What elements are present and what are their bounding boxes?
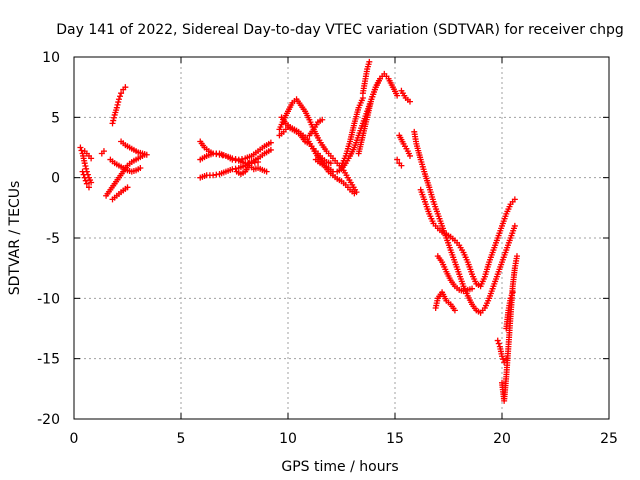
data-point bbox=[351, 190, 358, 197]
data-point-interp bbox=[82, 163, 89, 170]
plot-frame bbox=[73, 56, 610, 420]
y-tick-label: 0 bbox=[51, 171, 60, 187]
data-point bbox=[113, 104, 120, 111]
y-axis-label: SDTVAR / TECUs bbox=[7, 181, 23, 296]
data-point bbox=[124, 184, 131, 191]
y-tick-label: -10 bbox=[37, 291, 60, 307]
data-point bbox=[88, 179, 95, 186]
data-point-interp bbox=[83, 165, 90, 172]
data-point bbox=[394, 156, 401, 163]
data-point bbox=[319, 116, 326, 123]
data-point bbox=[100, 148, 107, 155]
data-point-interp bbox=[115, 99, 122, 106]
data-point bbox=[499, 353, 505, 360]
data-point bbox=[137, 165, 144, 172]
data-point bbox=[109, 120, 116, 127]
data-point bbox=[118, 90, 125, 97]
data-point bbox=[81, 174, 88, 181]
data-point bbox=[509, 289, 516, 296]
data-point bbox=[77, 144, 84, 151]
data-point-interp bbox=[110, 114, 117, 121]
chart-title: Day 141 of 2022, Sidereal Day-to-day VTE… bbox=[56, 22, 624, 38]
data-point bbox=[398, 162, 405, 169]
data-point bbox=[79, 168, 86, 175]
y-tick-label: 10 bbox=[42, 50, 60, 66]
data-point bbox=[451, 307, 458, 314]
y-tick-label: 5 bbox=[51, 110, 60, 126]
data-point bbox=[366, 58, 373, 65]
data-point-interp bbox=[114, 101, 121, 108]
data-point bbox=[267, 139, 274, 146]
y-tick-label: -15 bbox=[37, 352, 60, 368]
data-point bbox=[83, 180, 90, 187]
x-tick-label: 5 bbox=[177, 431, 186, 447]
x-tick-label: 25 bbox=[600, 431, 618, 447]
tick-labels: 0 5 10 15 20 25 -20 -15 -10 -5 0 5 10 bbox=[37, 50, 618, 447]
x-axis-label: GPS time / hours bbox=[281, 459, 398, 475]
data-point-interp bbox=[82, 177, 89, 184]
data-point-interp bbox=[508, 292, 515, 299]
data-point-interp bbox=[117, 93, 124, 100]
data-point bbox=[507, 295, 514, 302]
data-point bbox=[267, 146, 274, 153]
data-point-interp bbox=[495, 340, 502, 347]
x-tick-label: 0 bbox=[70, 431, 79, 447]
x-tick-label: 10 bbox=[279, 431, 297, 447]
data-point bbox=[511, 222, 518, 229]
data-point bbox=[511, 196, 518, 203]
data-point bbox=[406, 98, 413, 105]
data-point bbox=[394, 92, 401, 99]
data-point bbox=[122, 84, 129, 91]
data-point bbox=[263, 168, 270, 175]
data-point-interp bbox=[110, 117, 117, 124]
grid-lines bbox=[74, 57, 609, 419]
x-tick-label: 15 bbox=[386, 431, 404, 447]
data-point bbox=[377, 75, 384, 82]
y-tick-label: -20 bbox=[37, 412, 60, 428]
data-point-interp bbox=[80, 171, 87, 178]
data-point bbox=[143, 151, 150, 158]
data-point bbox=[81, 160, 88, 167]
data-point bbox=[88, 155, 95, 162]
data-point bbox=[494, 337, 501, 344]
y-tick-label: -5 bbox=[46, 231, 60, 247]
x-tick-label: 20 bbox=[493, 431, 511, 447]
data-point bbox=[469, 285, 476, 292]
data-point bbox=[513, 253, 520, 260]
data-point bbox=[406, 152, 413, 159]
data-point bbox=[85, 184, 92, 191]
data-points bbox=[77, 58, 520, 404]
data-point bbox=[327, 160, 334, 167]
data-point bbox=[115, 96, 122, 103]
